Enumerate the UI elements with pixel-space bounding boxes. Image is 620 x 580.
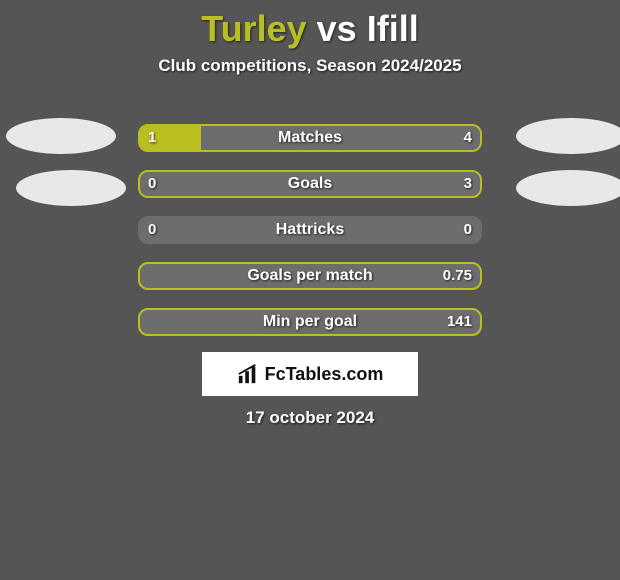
player1-club-avatar xyxy=(16,170,126,206)
player1-name: Turley xyxy=(201,8,306,49)
stat-label: Matches xyxy=(140,126,480,150)
stat-row: Min per goal141 xyxy=(138,308,482,336)
stat-value-right: 0.75 xyxy=(443,264,472,288)
stats-list: Matches14Goals03Hattricks00Goals per mat… xyxy=(138,124,482,354)
footer-date: 17 october 2024 xyxy=(0,408,620,428)
subtitle: Club competitions, Season 2024/2025 xyxy=(0,56,620,76)
player2-name: Ifill xyxy=(367,8,419,49)
player2-avatar xyxy=(516,118,620,154)
stat-value-left: 0 xyxy=(148,218,156,242)
player2-club-avatar xyxy=(516,170,620,206)
stat-row: Hattricks0 0 xyxy=(138,216,482,244)
brand-badge[interactable]: FcTables.com xyxy=(202,352,418,396)
brand-text: FcTables.com xyxy=(265,364,384,385)
stat-value-right: 4 xyxy=(464,126,472,150)
stat-row: Matches1 4 xyxy=(138,124,482,152)
page-title: Turley vs Ifill xyxy=(0,0,620,50)
stat-row: Goals0 3 xyxy=(138,170,482,198)
stat-value-left: 1 xyxy=(148,126,156,150)
comparison-card: Turley vs Ifill Club competitions, Seaso… xyxy=(0,0,620,580)
stat-value-right: 3 xyxy=(464,172,472,196)
stat-label: Hattricks xyxy=(140,218,480,242)
player1-avatar xyxy=(6,118,116,154)
stat-label: Min per goal xyxy=(140,310,480,334)
title-vs: vs xyxy=(317,8,357,49)
stat-value-right: 0 xyxy=(464,218,472,242)
bar-chart-icon xyxy=(237,363,259,385)
stat-row: Goals per match0.75 xyxy=(138,262,482,290)
stat-value-left: 0 xyxy=(148,172,156,196)
stat-label: Goals per match xyxy=(140,264,480,288)
stat-value-right: 141 xyxy=(447,310,472,334)
stat-label: Goals xyxy=(140,172,480,196)
